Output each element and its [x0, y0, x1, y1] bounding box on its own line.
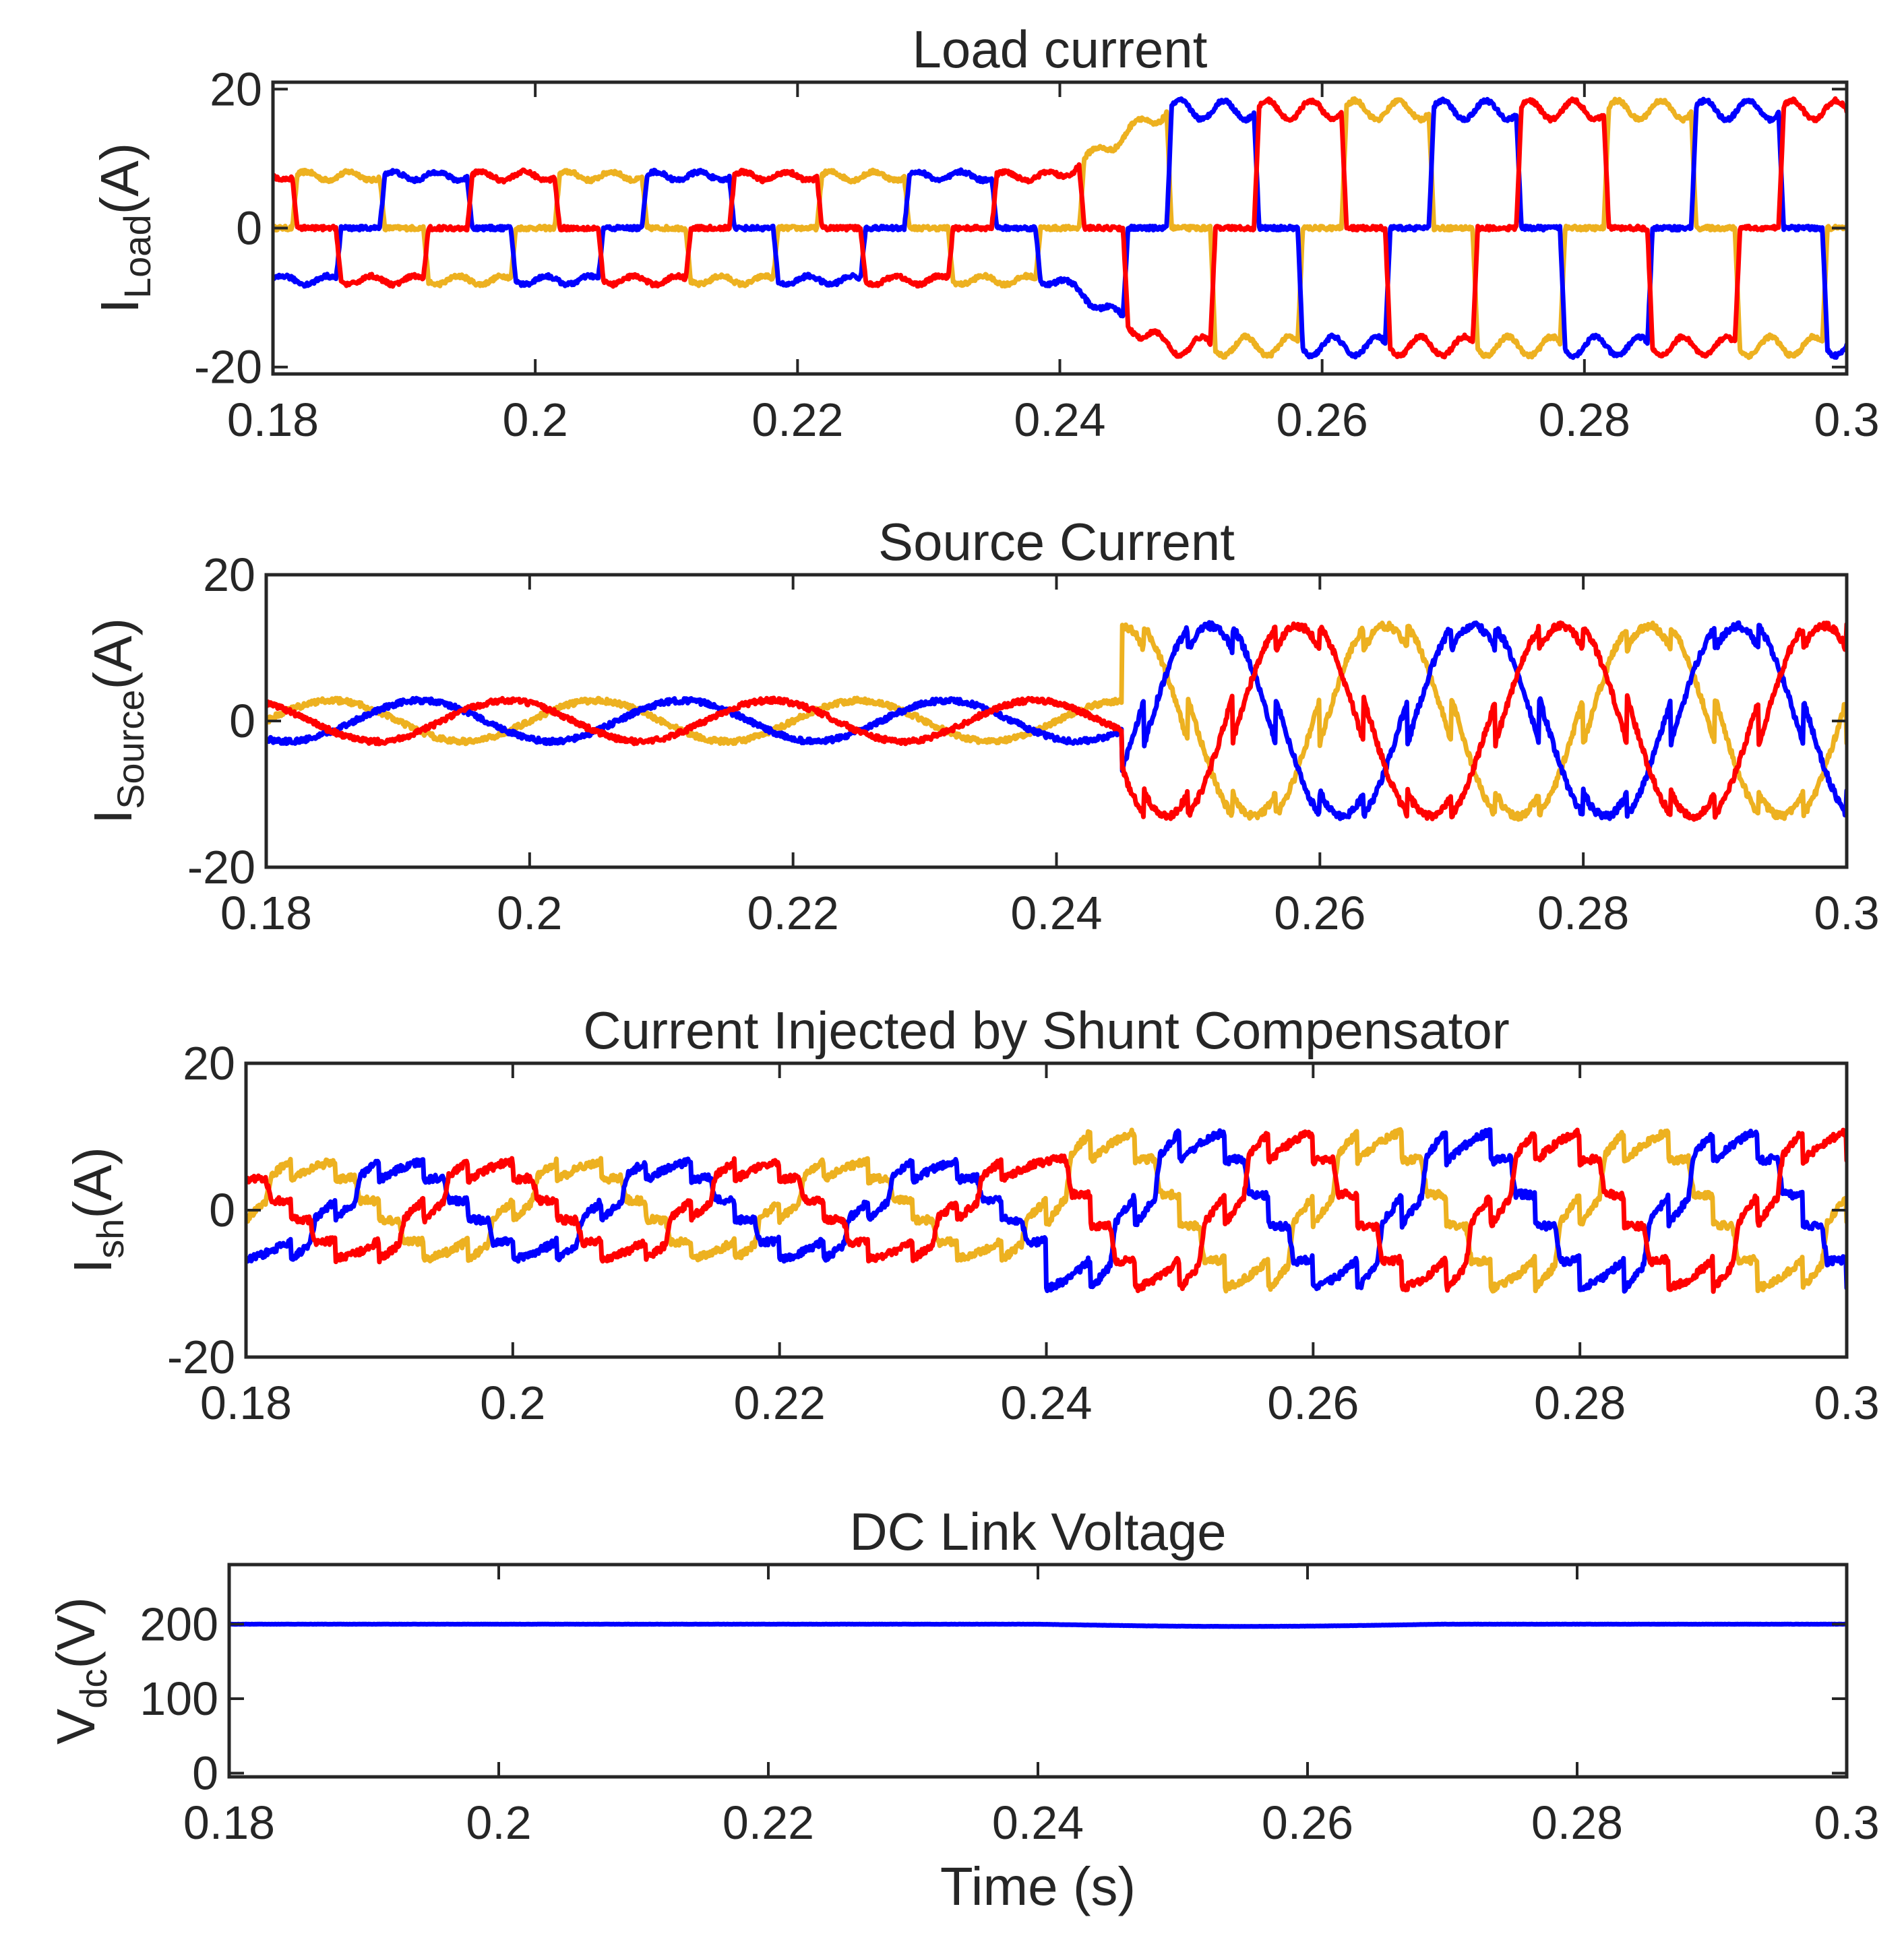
- x-tick-label: 0.18: [183, 1796, 275, 1849]
- x-tick-label: 0.28: [1539, 394, 1630, 446]
- x-tick-label: 0.3: [1814, 1796, 1879, 1849]
- y-tick-label: 20: [210, 63, 262, 115]
- traces: [229, 1621, 1847, 1629]
- series-phase-a: [273, 96, 1847, 360]
- y-tick-label: -20: [167, 1331, 235, 1383]
- x-tick-label: 0.2: [466, 1796, 531, 1849]
- y-tick-label: 20: [203, 548, 255, 601]
- subplot-dc-link-voltage: 0.18 0.2 0.22 0.24 0.26 0.28 0.3 0 100 200 DC Link…: [46, 1502, 1880, 1916]
- subplot-shunt-current: 0.18 0.2 0.22 0.24 0.26 0.28 0.3 -20 0 20 Current …: [63, 1001, 1880, 1429]
- chart-title: Source Current: [878, 512, 1235, 571]
- series-phase-b: [246, 1127, 1847, 1294]
- x-tick-label: 0.3: [1814, 887, 1879, 939]
- x-tick-label: 0.24: [1014, 394, 1105, 446]
- series-phase-b: [273, 96, 1847, 360]
- y-tick-label: 0: [209, 1184, 235, 1236]
- series-phase-c: [266, 620, 1847, 822]
- x-tick-label: 0.24: [1010, 887, 1102, 939]
- x-axis-label: Time (s): [940, 1856, 1136, 1916]
- x-tick-label: 0.22: [747, 887, 839, 939]
- x-tick-label: 0.3: [1814, 394, 1879, 446]
- y-tick-label: 0: [229, 695, 255, 747]
- y-tick-label: 100: [140, 1672, 218, 1725]
- subplot-source-current: 0.18 0.2 0.22 0.24 0.26 0.28 0.3 -20 0 20 Source C…: [83, 512, 1880, 939]
- x-tick-label: 0.26: [1267, 1377, 1359, 1429]
- x-tick-label: 0.22: [723, 1796, 814, 1849]
- chart-title: Load current: [913, 20, 1208, 79]
- series-phase-c: [246, 1127, 1847, 1294]
- y-axis-label: ILoad(A): [90, 143, 158, 313]
- traces: [273, 96, 1847, 360]
- x-tick-label: 0.2: [503, 394, 568, 446]
- y-tick-label: 0: [192, 1747, 218, 1799]
- x-tick-label: 0.2: [497, 887, 562, 939]
- x-tick-label: 0.24: [1000, 1377, 1092, 1429]
- chart-title: Current Injected by Shunt Compensator: [583, 1001, 1509, 1060]
- x-tick-label: 0.22: [734, 1377, 826, 1429]
- chart-title: DC Link Voltage: [849, 1502, 1226, 1561]
- axes-box: [227, 1563, 1849, 1779]
- x-tick-label: 0.18: [200, 1377, 292, 1429]
- series-phase-b: [266, 620, 1847, 821]
- series-phase-a: [266, 621, 1847, 822]
- y-tick-label: -20: [187, 841, 255, 893]
- traces: [246, 1127, 1847, 1294]
- y-axis-label: ISource(A): [83, 618, 152, 824]
- y-tick-label: 200: [140, 1598, 218, 1650]
- y-axis-label: Vdc(V): [46, 1597, 115, 1745]
- x-tick-label: 0.2: [480, 1377, 545, 1429]
- x-tick-label: 0.3: [1814, 1377, 1879, 1429]
- x-tick-label: 0.28: [1531, 1796, 1623, 1849]
- x-tick-label: 0.18: [220, 887, 312, 939]
- series-vdc: [229, 1621, 1847, 1629]
- x-tick-label: 0.18: [227, 394, 319, 446]
- x-tick-label: 0.28: [1534, 1377, 1626, 1429]
- x-tick-label: 0.26: [1277, 394, 1368, 446]
- series-phase-c: [273, 96, 1847, 360]
- y-axis-label: Ish(A): [63, 1147, 131, 1274]
- y-tick-label: -20: [194, 341, 262, 394]
- x-tick-label: 0.24: [992, 1796, 1084, 1849]
- subplot-load-current: 0.18 0.2 0.22 0.24 0.26 0.28 0.3 -20 0 20 Load cur…: [90, 20, 1880, 446]
- traces: [266, 620, 1847, 822]
- series-phase-a: [246, 1127, 1847, 1294]
- x-tick-label: 0.26: [1274, 887, 1365, 939]
- x-tick-label: 0.26: [1262, 1796, 1353, 1849]
- x-tick-label: 0.28: [1537, 887, 1629, 939]
- x-tick-label: 0.22: [751, 394, 843, 446]
- y-tick-label: 20: [183, 1037, 235, 1090]
- y-tick-label: 0: [236, 202, 262, 255]
